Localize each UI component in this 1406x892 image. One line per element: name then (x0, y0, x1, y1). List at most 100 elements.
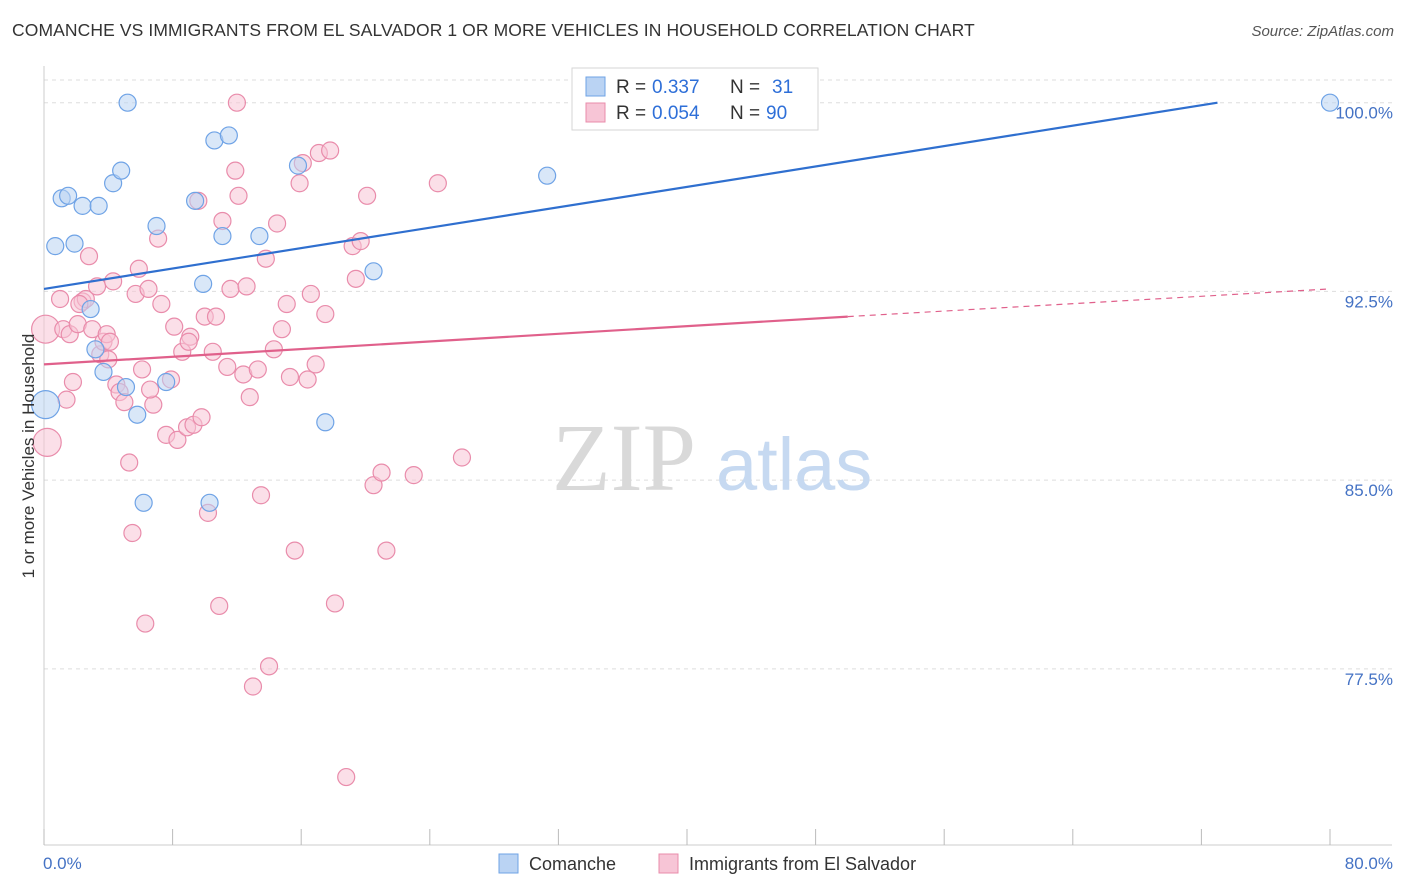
data-point (134, 493, 153, 512)
data-point (63, 372, 83, 392)
data-point (200, 493, 219, 512)
data-point (240, 388, 259, 407)
data-point (377, 541, 396, 560)
data-point (139, 279, 158, 299)
data-point (285, 541, 304, 560)
trend-lines (43, 101, 1331, 366)
data-point (428, 174, 447, 193)
legend-box: R = 0.337 N = 31 R = 0.054 N = 90 (571, 67, 819, 131)
data-point (179, 332, 198, 351)
legend-r-value-b: 0.054 (652, 103, 700, 124)
legend-swatch-el-salvador (585, 102, 606, 123)
data-point (123, 523, 142, 543)
data-point (210, 596, 229, 616)
y-tick-labels: 77.5% 85.0% 92.5% 100.0% (1335, 104, 1393, 689)
data-point (237, 277, 256, 296)
data-point (306, 355, 325, 374)
data-point (31, 390, 61, 420)
watermark: ZIP atlas (552, 404, 872, 511)
data-point (65, 234, 84, 253)
data-point (57, 390, 76, 409)
data-point (59, 186, 78, 205)
data-point (298, 370, 317, 389)
data-point (248, 360, 267, 379)
data-point (277, 294, 296, 314)
data-point (94, 362, 113, 382)
data-point (89, 196, 108, 215)
data-point (290, 174, 309, 193)
y-tick-label: 92.5% (1345, 292, 1393, 311)
data-point (404, 466, 423, 485)
data-point (364, 262, 383, 281)
data-point (128, 405, 147, 424)
data-point (321, 141, 340, 160)
legend-r-value-a: 0.337 (652, 77, 700, 98)
data-point (140, 380, 160, 399)
data-point (144, 395, 163, 414)
bottom-legend-swatch-comanche (498, 853, 519, 874)
data-point (168, 430, 187, 449)
bottom-legend-label-comanche: Comanche (529, 854, 616, 874)
data-point (213, 226, 232, 246)
data-point (157, 372, 176, 392)
data-point (452, 448, 472, 467)
data-point (116, 377, 136, 397)
trend-line-comanche (43, 101, 1218, 290)
data-point (152, 294, 171, 314)
legend-r-label-b: R = (616, 103, 646, 124)
data-point (316, 304, 335, 324)
data-point (218, 357, 237, 377)
series-comanche-points (31, 93, 1340, 512)
legend-r-label-a: R = (616, 77, 646, 98)
legend-n-label-b: N = (730, 103, 760, 124)
bottom-legend-label-el-salvador: Immigrants from El Salvador (689, 854, 916, 874)
data-point (86, 340, 105, 359)
data-point (219, 126, 238, 145)
data-point (203, 342, 222, 361)
data-point (32, 427, 62, 458)
data-point (46, 237, 65, 256)
data-point (120, 453, 139, 472)
data-point (136, 614, 155, 633)
data-point (206, 307, 226, 326)
data-point (50, 289, 70, 309)
chart-title: COMANCHE VS IMMIGRANTS FROM EL SALVADOR … (12, 20, 975, 40)
data-point (301, 284, 320, 304)
data-point (1320, 93, 1340, 112)
data-point (251, 486, 271, 505)
data-point (250, 226, 269, 246)
legend-n-value-a: 31 (772, 77, 793, 98)
watermark-zip: ZIP (552, 404, 696, 511)
y-tick-label: 85.0% (1345, 481, 1393, 500)
data-point (267, 214, 287, 233)
data-point (337, 767, 356, 787)
data-point (229, 186, 248, 205)
data-point (226, 161, 245, 180)
data-point (194, 274, 213, 293)
data-point (358, 186, 377, 205)
data-point (79, 247, 99, 266)
data-point (259, 657, 279, 676)
trend-line-el-salvador (43, 315, 848, 366)
x-tick-max: 80.0% (1345, 854, 1393, 873)
bottom-legend-swatch-el-salvador (658, 853, 679, 874)
data-point (112, 161, 131, 180)
x-tick-min: 0.0% (43, 854, 82, 873)
data-point (221, 279, 240, 299)
legend-n-label-a: N = (730, 77, 760, 98)
data-point (115, 393, 134, 412)
legend-swatch-comanche (585, 76, 606, 97)
bottom-legend: Comanche Immigrants from El Salvador (498, 853, 916, 874)
data-point (288, 156, 308, 175)
legend-n-value-b: 90 (766, 103, 787, 124)
watermark-atlas: atlas (716, 423, 872, 506)
data-point (132, 360, 152, 379)
data-point (346, 269, 365, 288)
data-point (316, 413, 335, 432)
data-point (73, 196, 92, 215)
data-point (280, 367, 300, 387)
data-point (538, 166, 557, 185)
data-point (118, 93, 137, 112)
data-point (243, 677, 263, 696)
